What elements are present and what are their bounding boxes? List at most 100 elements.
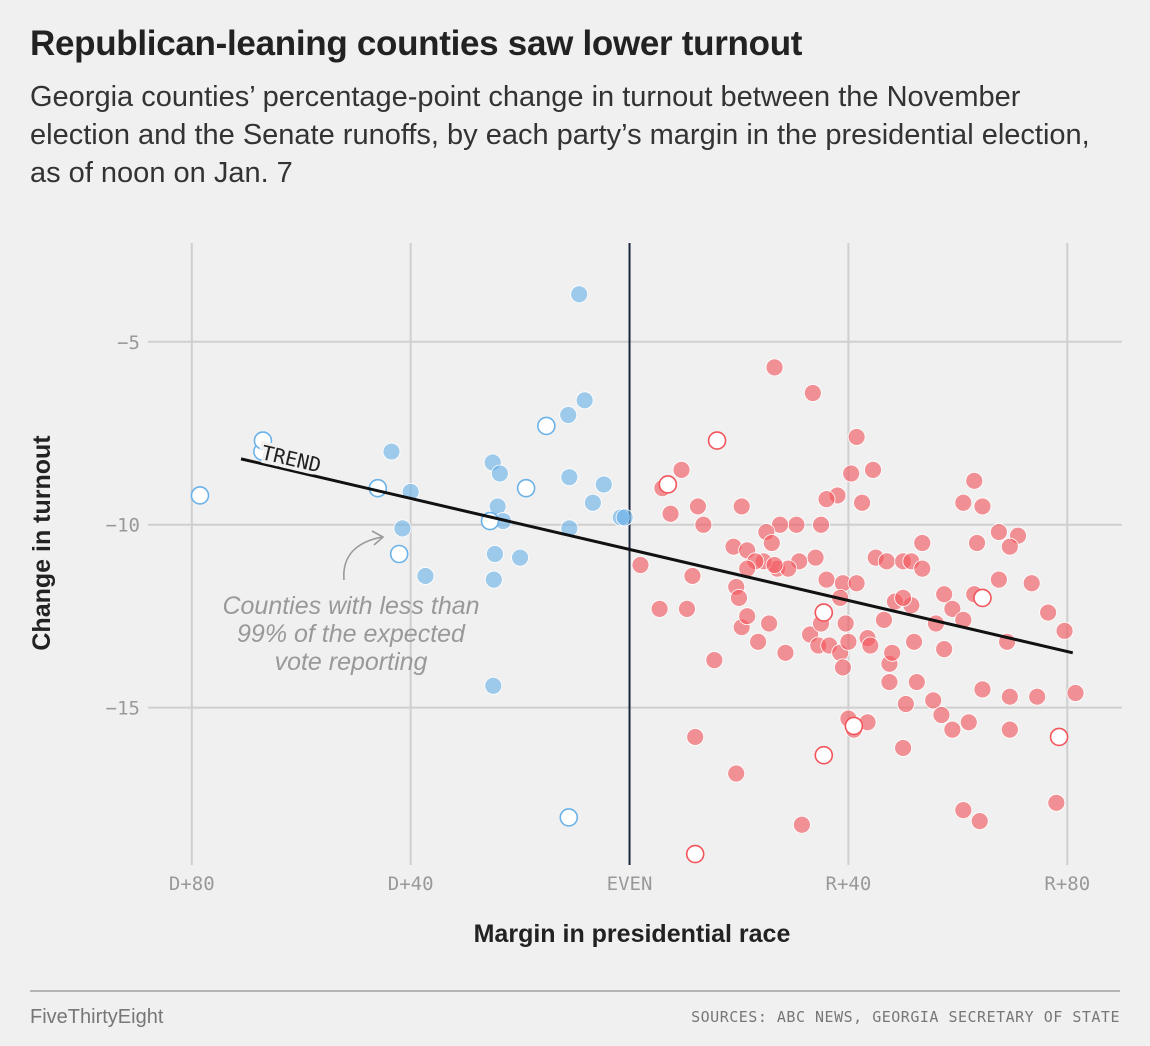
annotation-line-2: 99% of the expected	[237, 620, 466, 648]
rep-county-point	[965, 471, 984, 490]
rep-county-point	[913, 559, 932, 578]
dem-county-point	[594, 475, 613, 494]
rep-county-point	[970, 812, 989, 830]
rep-county-point-incomplete	[814, 603, 834, 622]
rep-county-point	[973, 497, 992, 516]
rep-county-point	[861, 636, 880, 655]
x-tick-label: D+40	[388, 873, 434, 895]
x-tick-label: R+80	[1044, 873, 1090, 895]
rep-county-point	[853, 493, 871, 512]
rep-county-point-incomplete	[973, 588, 992, 608]
county-points	[190, 285, 1085, 864]
rep-county-point	[973, 680, 992, 699]
rep-county-point	[672, 460, 691, 479]
dem-county-point	[484, 676, 503, 695]
rep-county-point	[1047, 793, 1066, 812]
dem-county-point	[511, 548, 529, 567]
rep-county-point-incomplete	[814, 745, 834, 765]
rep-county-point	[1039, 603, 1058, 622]
dem-county-point-incomplete	[559, 808, 579, 827]
rep-county-point	[765, 556, 784, 574]
rep-county-point	[817, 490, 836, 509]
y-tick-label: −10	[106, 515, 140, 537]
footer-sources: SOURCES: ABC NEWS, GEORGIA SECRETARY OF …	[691, 1008, 1120, 1026]
rep-county-point	[943, 599, 962, 618]
chart-title: Republican-leaning counties saw lower tu…	[30, 24, 803, 63]
rep-county-point	[847, 574, 866, 593]
rep-county-point	[894, 589, 913, 607]
rep-county-point	[817, 570, 836, 589]
gridlines	[148, 243, 1122, 865]
rep-county-point	[1000, 537, 1019, 556]
rep-county-point	[683, 567, 702, 585]
rep-county-point	[787, 515, 806, 534]
rep-county-point	[738, 607, 757, 626]
x-tick-label: R+40	[826, 873, 872, 895]
trend-line	[240, 457, 1074, 655]
rep-county-point	[894, 739, 913, 757]
annotation-arrow	[343, 536, 383, 581]
rep-county-point	[732, 497, 751, 516]
rep-county-point	[1022, 574, 1041, 593]
annotation: Counties with less than 99% of the expec…	[222, 530, 480, 676]
rep-county-point	[896, 695, 915, 713]
rep-county-point	[839, 632, 858, 651]
footer-divider	[30, 990, 1120, 992]
rep-county-point-incomplete	[844, 716, 864, 736]
rep-county-point	[694, 515, 713, 534]
annotation-line-3: vote reporting	[275, 648, 428, 676]
rep-county-point	[689, 497, 707, 516]
rep-county-point	[1028, 687, 1047, 706]
rep-county-point-incomplete	[707, 431, 727, 450]
rep-county-point	[1000, 687, 1019, 706]
rep-county-point	[905, 632, 923, 651]
rep-county-point	[678, 599, 696, 618]
chart-subtitle: Georgia counties’ percentage-point chang…	[30, 81, 1090, 189]
rep-county-point	[954, 493, 973, 512]
rep-county-point	[765, 358, 784, 377]
rep-county-point	[1055, 621, 1074, 640]
rep-county-point	[792, 815, 811, 834]
rep-county-point	[812, 515, 830, 534]
rep-county-point	[989, 523, 1008, 541]
x-axis-title: Margin in presidential race	[474, 920, 791, 948]
annotation-line-1: Counties with less than	[222, 592, 479, 620]
rep-county-point	[760, 614, 778, 633]
footer-brand: FiveThirtyEight	[30, 1006, 164, 1028]
dem-county-point	[416, 567, 435, 585]
rep-county-point	[875, 610, 893, 629]
dem-county-point	[583, 493, 602, 512]
rep-county-point	[1000, 720, 1019, 739]
rep-county-point	[907, 673, 926, 691]
rep-county-point	[847, 428, 866, 446]
rep-county-point	[932, 706, 951, 724]
y-axis-title: Change in turnout	[28, 435, 56, 651]
x-tick-label: D+80	[169, 873, 215, 895]
rep-county-point	[834, 658, 852, 677]
rep-county-point	[661, 504, 680, 523]
x-tick-label: EVEN	[607, 873, 653, 895]
dem-county-point	[570, 285, 589, 304]
dem-county-point	[575, 391, 594, 410]
dem-county-point-incomplete	[190, 486, 210, 505]
y-tick-label: −15	[106, 698, 140, 720]
rep-county-point	[730, 589, 748, 607]
rep-county-point	[913, 534, 932, 552]
dem-county-point	[484, 570, 503, 589]
rep-county-point	[631, 556, 650, 574]
rep-county-point	[803, 384, 822, 402]
annotation-arrowhead	[371, 530, 385, 546]
rep-county-point	[650, 599, 669, 618]
rep-county-point	[727, 764, 746, 783]
rep-county-point	[842, 464, 861, 483]
rep-county-point-incomplete	[1049, 727, 1069, 747]
rep-county-point	[924, 691, 943, 710]
dem-county-point	[490, 464, 509, 483]
dem-county-point	[560, 468, 579, 487]
rep-county-point	[989, 570, 1008, 589]
dem-county-point	[486, 545, 504, 563]
dem-county-point	[559, 406, 578, 424]
rep-county-point	[705, 651, 724, 670]
rep-county-point	[935, 585, 954, 604]
